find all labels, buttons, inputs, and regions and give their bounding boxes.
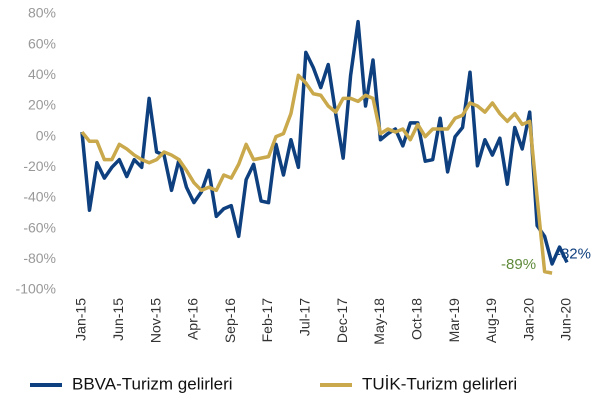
x-tick-label: Apr-16 bbox=[185, 298, 201, 340]
y-tick-label: 80% bbox=[28, 5, 56, 21]
y-tick-label: -40% bbox=[23, 189, 56, 205]
y-tick-label: 40% bbox=[28, 66, 56, 82]
x-tick-label: Oct-18 bbox=[408, 298, 424, 340]
x-tick-label: Feb-17 bbox=[259, 298, 275, 343]
y-tick-label: 20% bbox=[28, 97, 56, 113]
y-tick-label: 60% bbox=[28, 35, 56, 51]
y-tick-label: -60% bbox=[23, 219, 56, 235]
x-tick-label: May-18 bbox=[371, 298, 387, 345]
x-tick-label: Aug-19 bbox=[483, 298, 499, 343]
series-line bbox=[80, 19, 569, 266]
y-tick-label: -20% bbox=[23, 158, 56, 174]
x-tick-label: Dec-17 bbox=[334, 298, 350, 343]
legend-label: BBVA-Turizm gelirleri bbox=[72, 374, 233, 393]
x-tick-label: Sep-16 bbox=[222, 298, 238, 343]
y-tick-label: -80% bbox=[23, 250, 56, 266]
legend-label: TUİK-Turizm gelirleri bbox=[362, 374, 517, 393]
series-line bbox=[80, 73, 553, 275]
x-tick-label: Jan-20 bbox=[520, 298, 536, 341]
data-label: -82% bbox=[556, 245, 591, 262]
x-tick-label: Nov-15 bbox=[147, 298, 163, 343]
y-tick-label: -100% bbox=[16, 281, 56, 297]
x-tick-label: Mar-19 bbox=[446, 298, 462, 343]
y-tick-label: 0% bbox=[36, 127, 56, 143]
x-tick-label: Jan-15 bbox=[73, 298, 89, 341]
x-tick-label: Jun-15 bbox=[110, 298, 126, 341]
x-tick-label: Jul-17 bbox=[297, 298, 313, 336]
data-label: -89% bbox=[501, 256, 536, 273]
x-tick-label: Jun-20 bbox=[558, 298, 574, 341]
